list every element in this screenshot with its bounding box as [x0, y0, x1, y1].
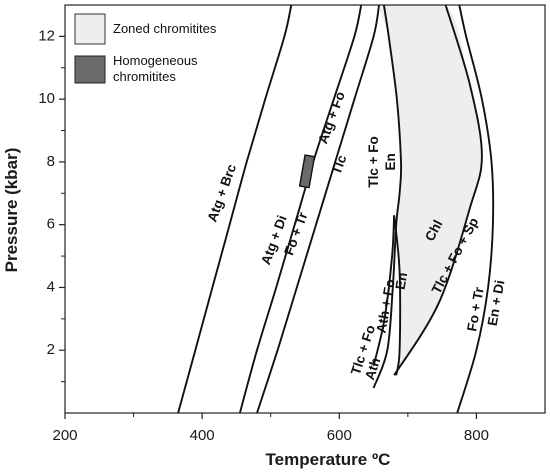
- reaction-lines-layer: [177, 5, 495, 413]
- y-tick-label-6: 6: [47, 216, 55, 233]
- x-axis-title: Temperature ºC: [266, 450, 391, 469]
- field-label-1: Atg + Brc: [204, 162, 239, 224]
- y-tick-label-10: 10: [38, 90, 55, 107]
- field-label-11: Ath: [362, 356, 383, 382]
- legend: Zoned chromitites Homogeneous chromitite…: [74, 13, 217, 84]
- field-label-14: Fo + Tr: [464, 285, 487, 332]
- reaction-curve-7: [393, 5, 483, 376]
- y-axis-title: Pressure (kbar): [2, 148, 21, 273]
- regions-layer: [380, 5, 482, 376]
- field-label-7: En: [383, 153, 398, 170]
- y-tick-label-12: 12: [38, 27, 55, 44]
- field-label-13: En: [393, 271, 411, 291]
- reaction-curve-2: [238, 5, 363, 413]
- reaction-curve-5: [372, 215, 396, 367]
- legend-label-zoned: Zoned chromitites: [113, 21, 217, 36]
- legend-swatch-zoned: [74, 13, 106, 45]
- reaction-curve-3: [256, 5, 381, 413]
- y-tick-label-2: 2: [47, 341, 55, 358]
- reaction-curve-1: [177, 5, 293, 413]
- field-label-3: Fo + Tr: [281, 210, 311, 258]
- zoned-chromitites-region: [380, 5, 482, 376]
- x-tick-label-400: 400: [190, 427, 215, 444]
- reaction-curve-8: [456, 5, 495, 413]
- field-label-5: Tlc: [329, 153, 350, 177]
- axes-layer: 200 400 600 800 2 4 6 8 10 12: [38, 27, 489, 444]
- legend-swatch-homogeneous: [74, 55, 106, 84]
- homogeneous-chromitites-region: [298, 154, 316, 189]
- field-label-6: Tlc + Fo: [366, 136, 381, 187]
- x-tick-label-600: 600: [327, 427, 352, 444]
- y-tick-label-8: 8: [47, 153, 55, 170]
- plot-frame: [64, 4, 546, 414]
- x-tick-label-200: 200: [52, 427, 77, 444]
- y-tick-label-4: 4: [47, 278, 55, 295]
- legend-label-homogeneous: Homogeneous chromitites: [113, 53, 201, 84]
- reaction-curve-6: [393, 215, 402, 376]
- x-tick-label-800: 800: [464, 427, 489, 444]
- reaction-curve-4: [372, 5, 403, 389]
